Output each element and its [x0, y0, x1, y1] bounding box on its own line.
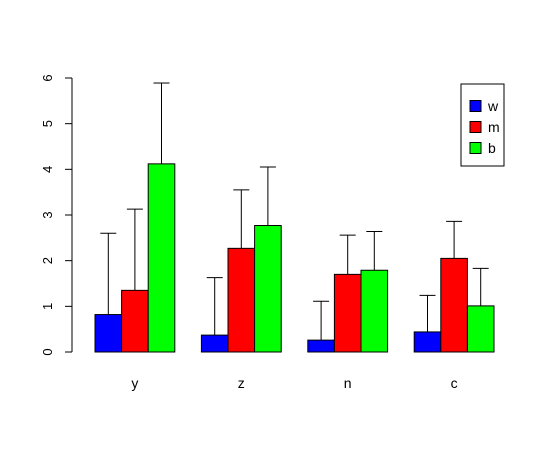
legend-swatch-m — [469, 121, 482, 133]
y-tick-label: 1 — [40, 303, 55, 310]
legend-label-b: b — [488, 140, 496, 156]
bar-b-c — [466, 305, 495, 353]
legend-swatch-w — [469, 100, 482, 112]
y-tick-label: 0 — [40, 348, 55, 355]
bar-b-n — [360, 269, 389, 353]
bar-b-y — [147, 163, 176, 353]
y-tick-label: 6 — [40, 74, 55, 81]
legend-label-w: w — [487, 98, 499, 114]
bar-w-y — [94, 314, 123, 353]
x-tick-label: n — [344, 375, 352, 391]
y-tick-label: 3 — [40, 211, 55, 218]
legend-label-m: m — [488, 119, 500, 135]
bar-b-z — [254, 225, 282, 353]
x-tick-label: z — [238, 375, 245, 391]
x-tick-label: y — [131, 375, 138, 391]
legend-swatch-b — [469, 142, 482, 154]
legend-box — [460, 83, 505, 167]
y-tick-label: 5 — [40, 120, 55, 127]
y-tick-label: 2 — [40, 257, 55, 264]
x-tick-label: c — [451, 375, 458, 391]
bar-m-c — [440, 257, 468, 353]
bar-m-n — [333, 273, 362, 353]
bar-m-y — [121, 289, 149, 353]
bar-w-c — [413, 331, 442, 353]
bar-m-z — [227, 247, 256, 353]
bar-w-z — [200, 334, 229, 353]
y-axis: 0 1 2 3 4 5 6 — [40, 74, 73, 356]
legend: wmb — [460, 83, 505, 167]
bar-w-n — [307, 339, 335, 353]
bars-layer — [94, 163, 495, 353]
y-tick-label: 4 — [40, 166, 55, 173]
error-bars-layer — [100, 82, 489, 341]
